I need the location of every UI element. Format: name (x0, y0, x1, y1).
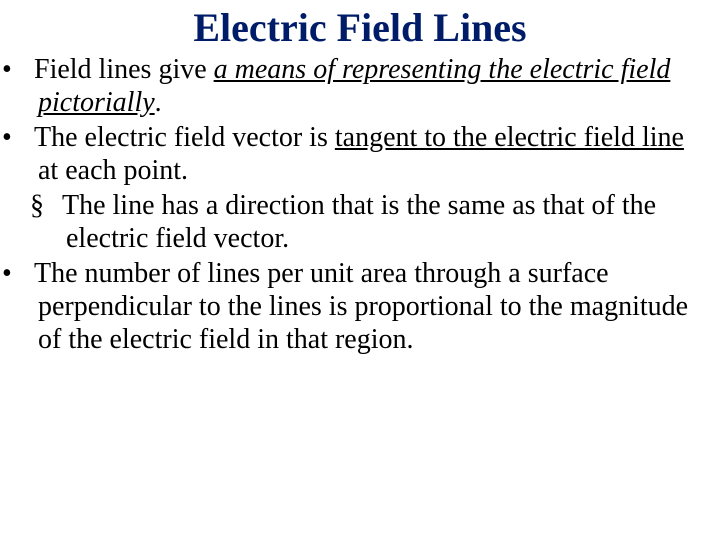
text-run: Field lines give (34, 54, 214, 85)
text-run: . (155, 87, 162, 118)
text-run: The electric field vector is (34, 122, 335, 153)
text-run: tangent to the electric field line (335, 122, 684, 153)
bullet-marker: • (20, 121, 34, 154)
bullet-marker: § (48, 189, 62, 222)
text-run: The number of lines per unit area throug… (34, 258, 688, 355)
slide-title: Electric Field Lines (20, 4, 700, 51)
bullet-level1: •The electric field vector is tangent to… (20, 121, 700, 187)
bullet-level1: •Field lines give a means of representin… (20, 53, 700, 119)
bullet-list: •Field lines give a means of representin… (20, 53, 700, 356)
text-run: at each point. (38, 155, 188, 186)
text-run: The line has a direction that is the sam… (62, 190, 656, 254)
bullet-marker: • (20, 53, 34, 86)
bullet-level1: •The number of lines per unit area throu… (20, 257, 700, 356)
bullet-level2: §The line has a direction that is the sa… (48, 189, 700, 255)
slide-container: Electric Field Lines •Field lines give a… (0, 0, 720, 366)
bullet-marker: • (20, 257, 34, 290)
